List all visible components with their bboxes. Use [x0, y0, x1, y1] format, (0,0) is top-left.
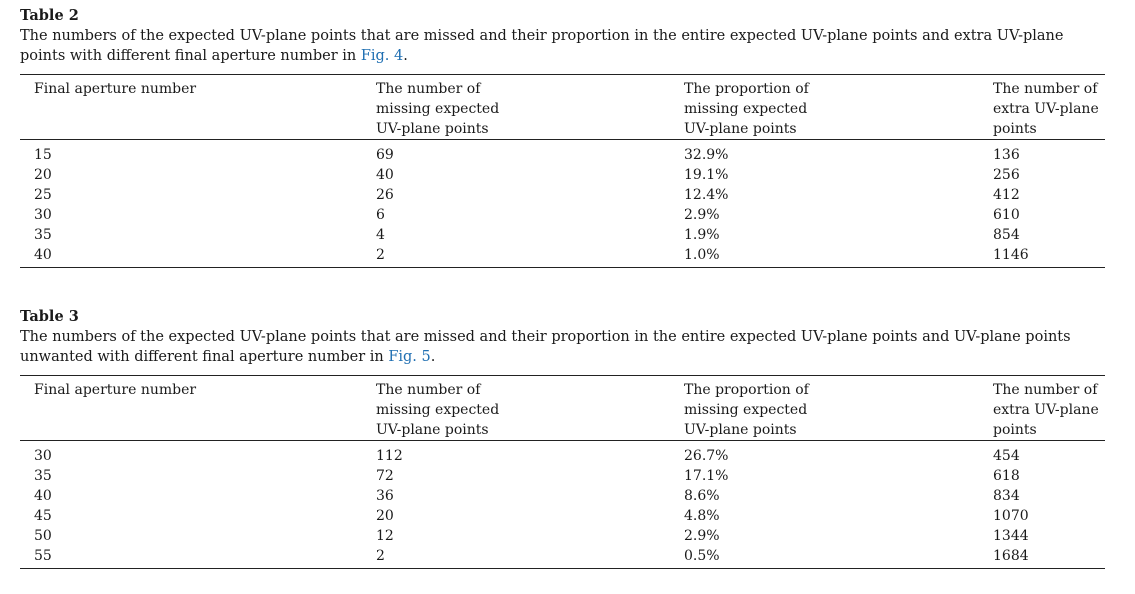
header-cell: Final aperture number [34, 382, 197, 398]
table-cell: 15 [34, 147, 52, 163]
top-rule [20, 375, 1105, 376]
table-cell: 1344 [993, 528, 1029, 544]
table-cell: 26.7% [684, 448, 729, 464]
header-cell: The proportion of missing expected UV-pl… [684, 81, 809, 137]
table-cell: 454 [993, 448, 1020, 464]
table-cell: 30 [34, 207, 52, 223]
table-cell: 19.1% [684, 167, 729, 183]
table-cell: 4 [376, 227, 385, 243]
table-row: 35 72 17.1% 618 [20, 466, 1105, 486]
figure-link[interactable]: Fig. 4 [360, 48, 404, 64]
caption-end: . [403, 48, 408, 64]
table-row: 20 40 19.1% 256 [20, 165, 1105, 185]
table-cell: 40 [376, 167, 394, 183]
table-cell: 112 [376, 448, 403, 464]
header-cell: The number of missing expected UV-plane … [376, 81, 500, 137]
table-cell: 20 [376, 508, 394, 524]
table-label: Table 2 [20, 7, 79, 24]
table-row: 30 112 26.7% 454 [20, 446, 1105, 466]
table-cell: 2 [376, 247, 385, 263]
table-body: 15 69 32.9% 136 20 40 19.1% 256 25 26 12… [20, 140, 1105, 267]
bottom-rule [20, 568, 1105, 569]
top-rule [20, 74, 1105, 75]
table-row: 15 69 32.9% 136 [20, 145, 1105, 165]
caption-text: The numbers of the expected UV-plane poi… [20, 28, 1064, 64]
table-cell: 1.0% [684, 247, 720, 263]
header-rule [20, 440, 1105, 441]
table-cell: 50 [34, 528, 52, 544]
table-cell: 1.9% [684, 227, 720, 243]
table-cell: 136 [993, 147, 1020, 163]
table-2: Table 2 The numbers of the expected UV-p… [20, 6, 1105, 268]
table-cell: 834 [993, 488, 1020, 504]
table-cell: 610 [993, 207, 1020, 223]
table-cell: 854 [993, 227, 1020, 243]
table-cell: 30 [34, 448, 52, 464]
header-cell: Final aperture number [34, 81, 197, 97]
header-row: Final aperture number The number of miss… [20, 75, 1105, 139]
table-cell: 2.9% [684, 207, 720, 223]
bottom-rule [20, 267, 1105, 268]
header-rule [20, 139, 1105, 140]
figure-link[interactable]: Fig. 5 [388, 349, 431, 365]
table-cell: 12.4% [684, 187, 729, 203]
table-cell: 40 [34, 247, 52, 263]
table-row: 45 20 4.8% 1070 [20, 506, 1105, 526]
table-cell: 2 [376, 548, 385, 564]
header-cell: The number of extra UV-plane points [993, 382, 1099, 438]
table-cell: 69 [376, 147, 394, 163]
table-cell: 1146 [993, 247, 1029, 263]
header-cell: The number of extra UV-plane points [993, 81, 1099, 137]
caption-end: . [430, 349, 436, 365]
header-cell: The number of missing expected UV-plane … [376, 382, 500, 438]
table-cell: 412 [993, 187, 1020, 203]
table-caption: The numbers of the expected UV-plane poi… [20, 327, 1105, 367]
table-row: 30 6 2.9% 610 [20, 205, 1105, 225]
table-label: Table 3 [20, 308, 79, 325]
table-row: 55 2 0.5% 1684 [20, 546, 1105, 566]
table-cell: 32.9% [684, 147, 729, 163]
table-cell: 17.1% [684, 468, 729, 484]
table-cell: 2.9% [684, 528, 720, 544]
table-cell: 36 [376, 488, 394, 504]
header-cell: The proportion of missing expected UV-pl… [684, 382, 809, 438]
table-cell: 35 [34, 468, 52, 484]
table-cell: 20 [34, 167, 52, 183]
table-3: Table 3 The numbers of the expected UV-p… [20, 307, 1105, 569]
table-row: 40 2 1.0% 1146 [20, 245, 1105, 265]
table-cell: 1070 [993, 508, 1029, 524]
table-cell: 6 [376, 207, 385, 223]
table-row: 40 36 8.6% 834 [20, 486, 1105, 506]
header-row: Final aperture number The number of miss… [20, 376, 1105, 440]
table-cell: 1684 [993, 548, 1029, 564]
table-cell: 40 [34, 488, 52, 504]
table-cell: 55 [34, 548, 52, 564]
table-cell: 25 [34, 187, 52, 203]
table-cell: 8.6% [684, 488, 720, 504]
table-cell: 12 [376, 528, 394, 544]
table-row: 25 26 12.4% 412 [20, 185, 1105, 205]
table-row: 50 12 2.9% 1344 [20, 526, 1105, 546]
table-body: 30 112 26.7% 454 35 72 17.1% 618 40 36 8… [20, 441, 1105, 568]
table-cell: 26 [376, 187, 394, 203]
table-cell: 618 [993, 468, 1020, 484]
table-cell: 72 [376, 468, 394, 484]
table-cell: 45 [34, 508, 52, 524]
table-cell: 35 [34, 227, 52, 243]
table-cell: 0.5% [684, 548, 720, 564]
table-row: 35 4 1.9% 854 [20, 225, 1105, 245]
caption-text: The numbers of the expected UV-plane poi… [20, 329, 1071, 365]
table-cell: 4.8% [684, 508, 720, 524]
table-cell: 256 [993, 167, 1020, 183]
table-caption: The numbers of the expected UV-plane poi… [20, 26, 1105, 66]
